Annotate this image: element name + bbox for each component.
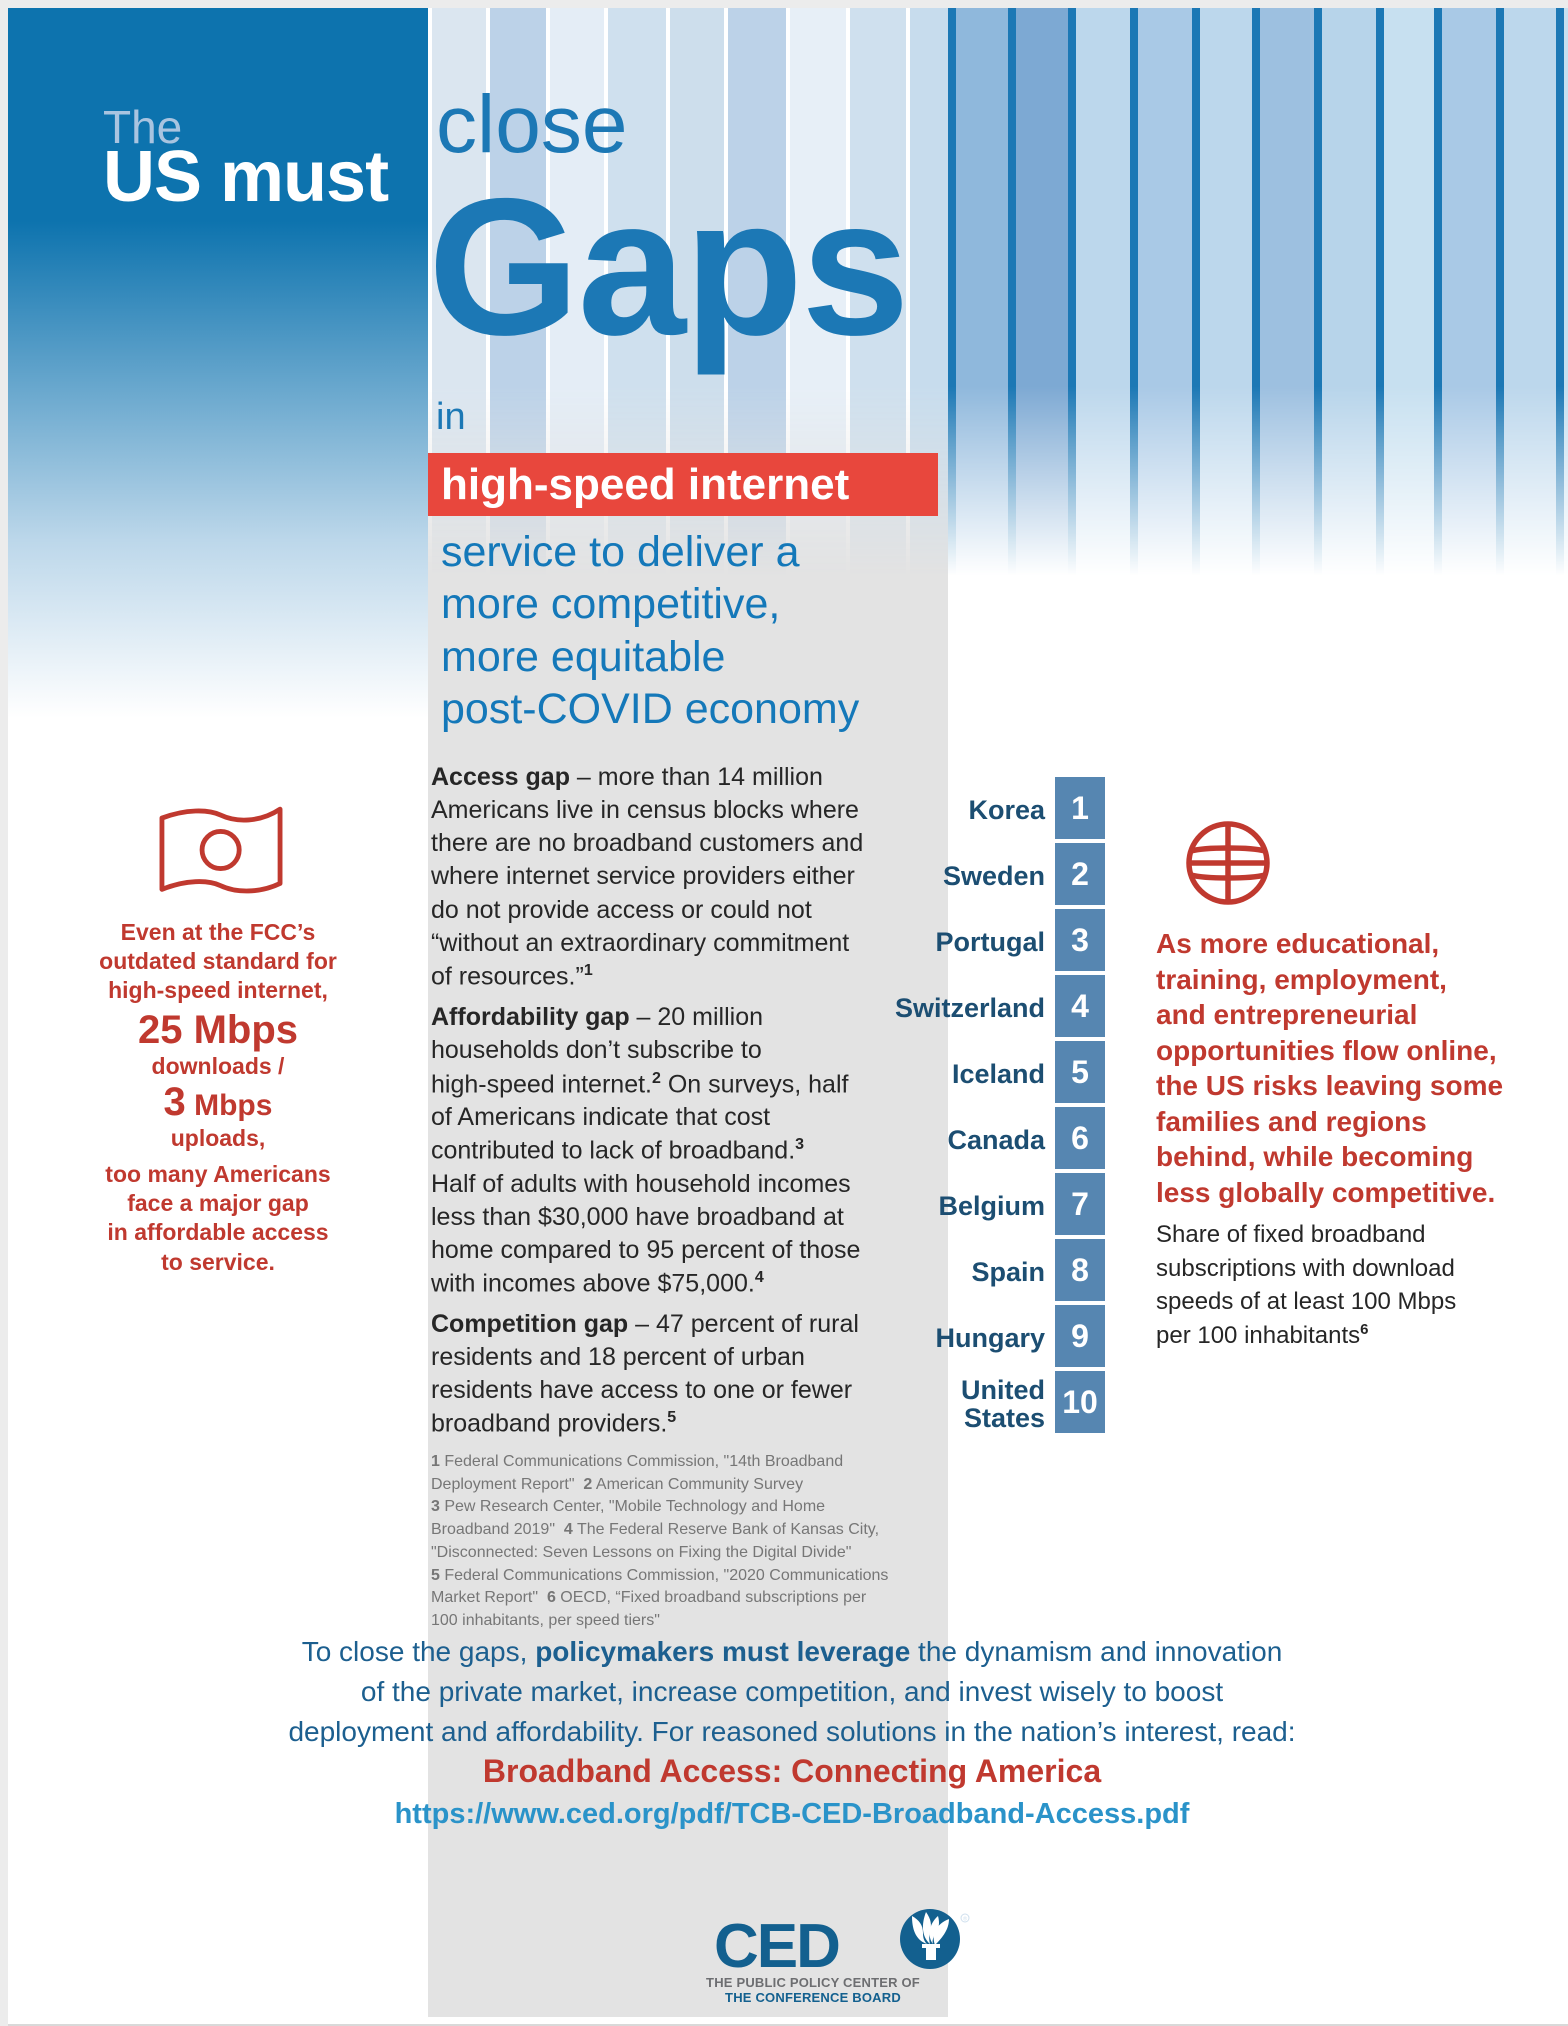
svg-text:®: ® — [963, 1915, 967, 1922]
